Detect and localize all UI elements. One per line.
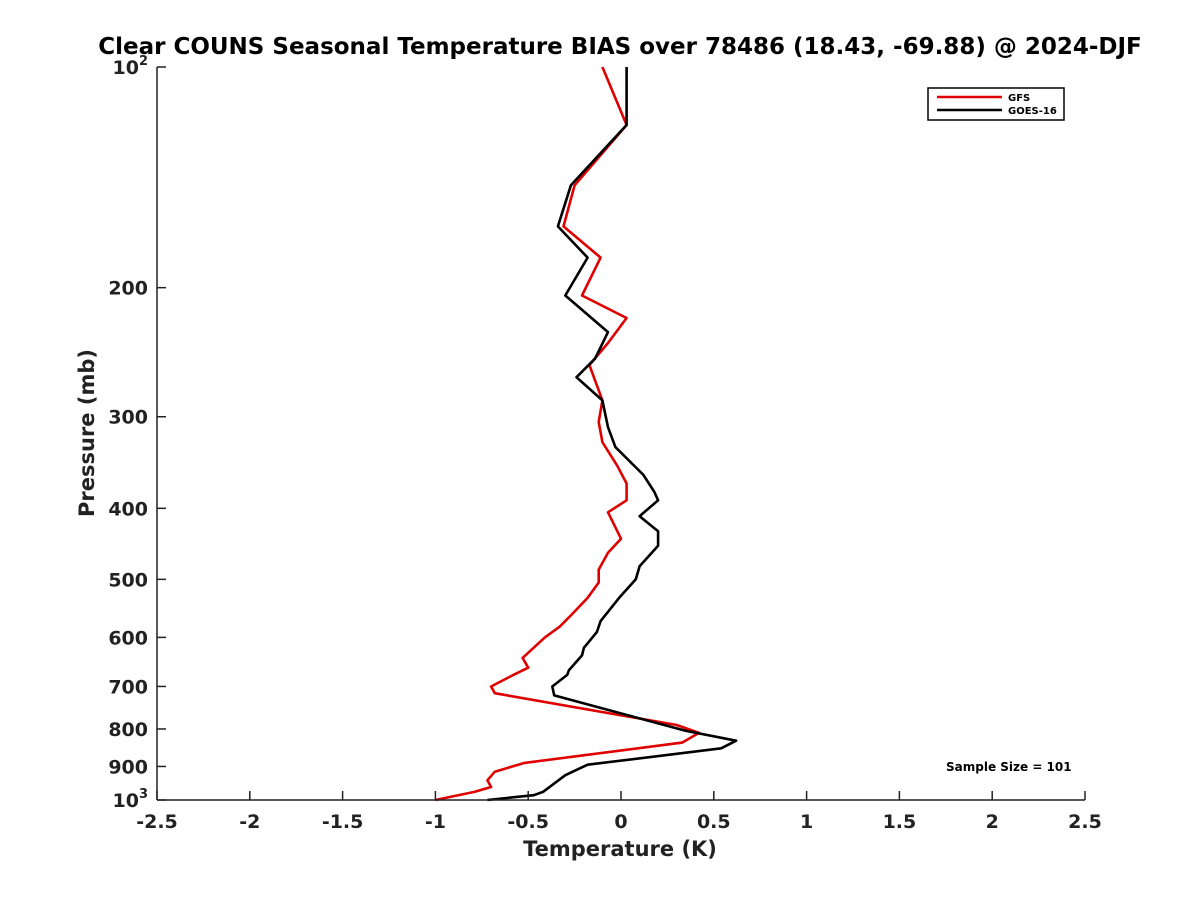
y-tick-label: 800 (108, 719, 148, 741)
sample-size-annotation: Sample Size = 101 (946, 760, 1072, 774)
legend-box (927, 87, 1065, 121)
x-tick-label: -1 (425, 811, 446, 833)
y-axis-label: Pressure (mb) (75, 349, 99, 517)
legend: GFS GOES-16 (927, 87, 1065, 121)
y-tick-label: 102 (113, 54, 149, 79)
x-tick-label: 1.5 (883, 811, 917, 833)
y-tick-label: 103 (113, 787, 149, 812)
x-tick-label: -1.5 (322, 811, 364, 833)
x-tick-label: 2 (986, 811, 999, 833)
y-tick-label: 700 (108, 676, 148, 698)
y-tick-label: 200 (108, 278, 148, 300)
x-tick-label: 2.5 (1068, 811, 1102, 833)
series-line-gfs (435, 66, 701, 802)
x-tick-label: 1 (800, 811, 813, 833)
chart-title: Clear COUNS Seasonal Temperature BIAS ov… (98, 34, 1142, 60)
y-tick-label: 300 (108, 407, 148, 429)
legend-label: GFS (1008, 93, 1030, 104)
y-tick-label: 500 (108, 569, 148, 591)
y-tick-label: 400 (108, 498, 148, 520)
x-tick-label: 0.5 (697, 811, 731, 833)
x-tick-label: -2 (239, 811, 260, 833)
x-tick-label: -0.5 (507, 811, 549, 833)
series-line-goes-16 (487, 67, 738, 802)
x-axis-label: Temperature (K) (523, 837, 717, 861)
x-tick-label: -2.5 (136, 811, 178, 833)
legend-label: GOES-16 (1008, 106, 1057, 117)
y-tick-label: 600 (108, 627, 148, 649)
y-tick-label: 900 (108, 756, 148, 778)
plot-area: -2.5 -2 -1.5 -1 -0.5 0 0.5 1 1.5 2 2.5 102 200 300 400… (108, 54, 1102, 833)
x-tick-label: 0 (614, 811, 627, 833)
